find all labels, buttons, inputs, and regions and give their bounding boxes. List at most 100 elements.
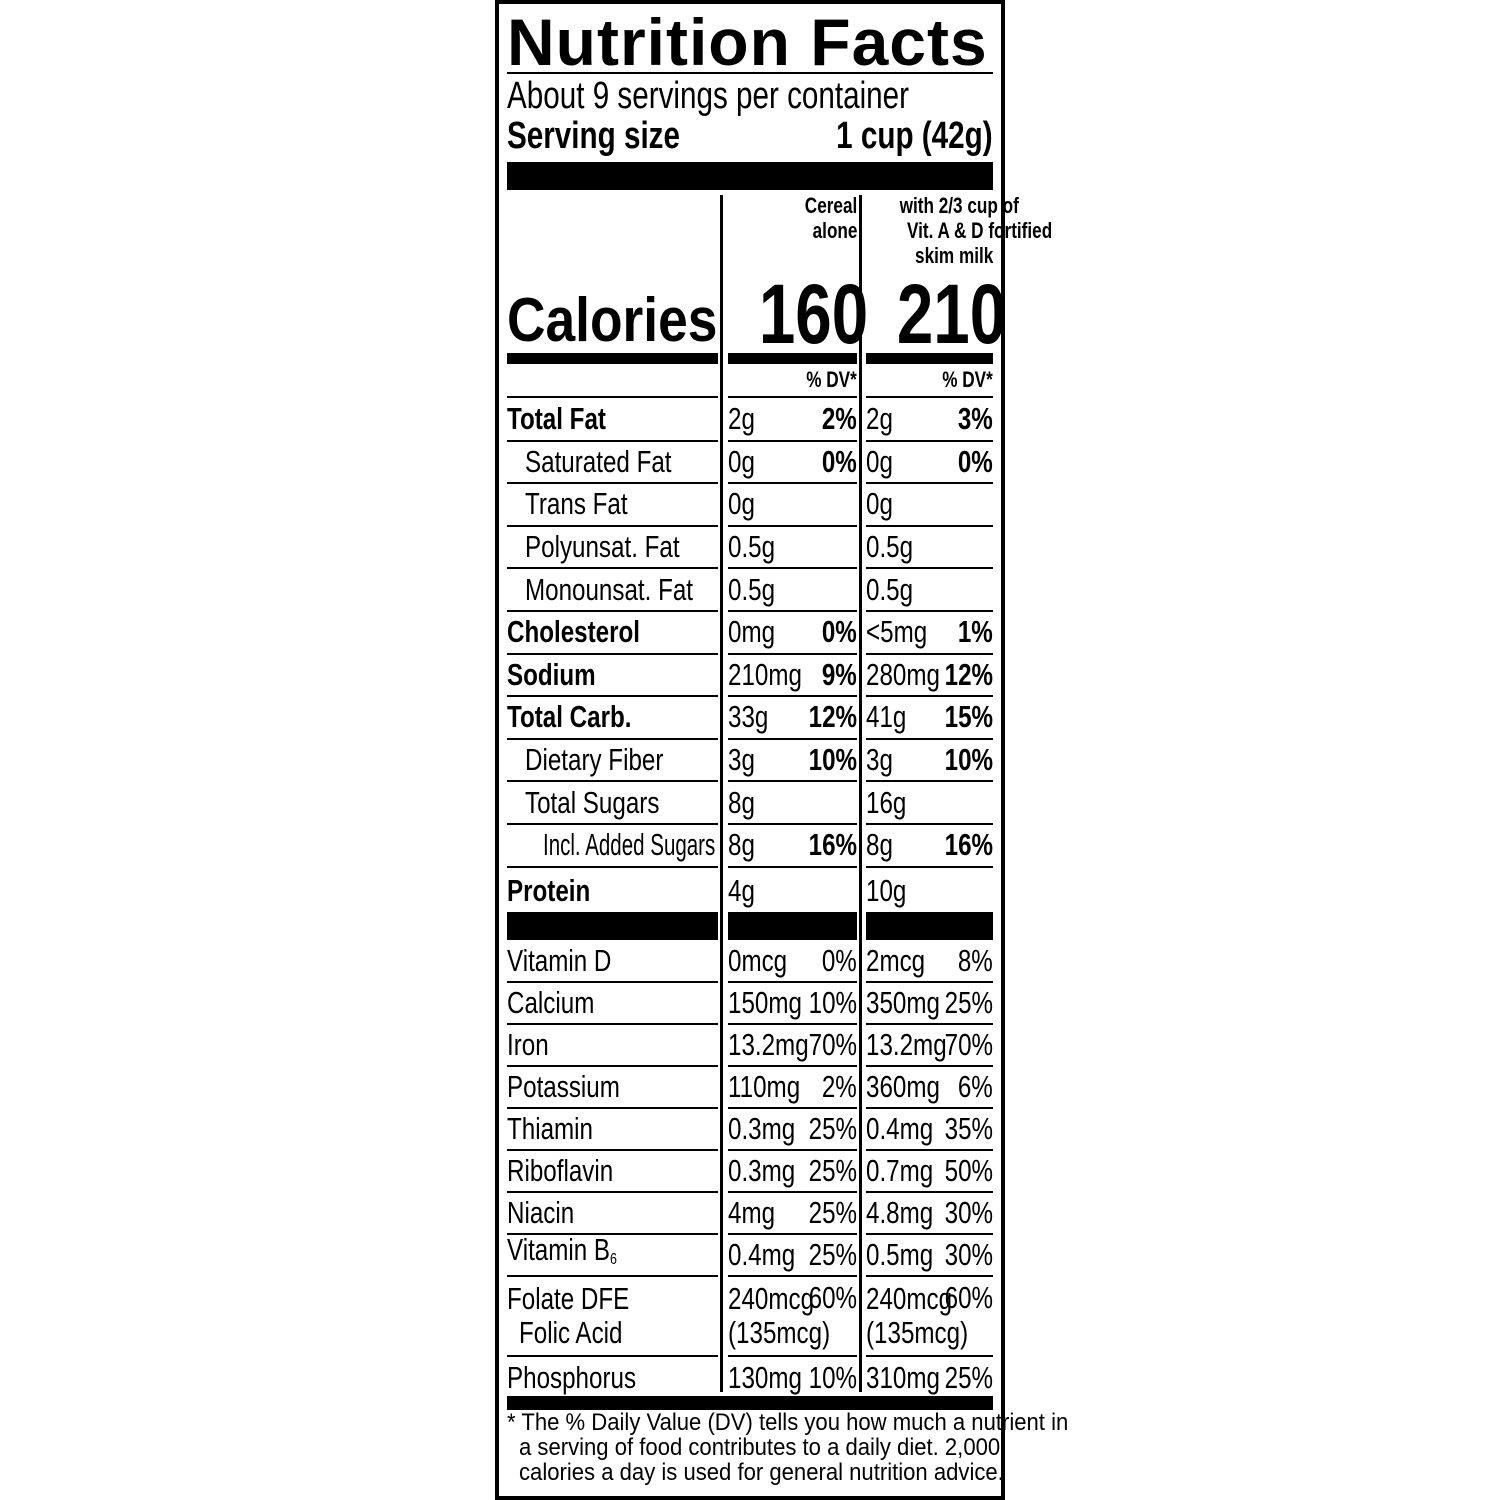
footnote-line: * The % Daily Value (DV) tells you how m… bbox=[507, 1409, 1069, 1436]
daily-value-percent: 16% bbox=[808, 827, 857, 863]
daily-value-percent: 10% bbox=[808, 742, 857, 778]
nutrient-label: Sodium bbox=[507, 656, 596, 692]
row-label: Sodium bbox=[507, 655, 718, 698]
row-column-2: 13.2mg 70% bbox=[866, 1025, 993, 1067]
row-column-1: 110mg 2% bbox=[728, 1067, 857, 1109]
amount-value: 240mcg bbox=[866, 1281, 953, 1316]
amount-value: 0.3mg bbox=[728, 1111, 796, 1146]
row-column-1: 0.4mg 25% bbox=[728, 1235, 857, 1277]
row-column-1: 210mg 9% bbox=[728, 655, 857, 698]
row-column-1: 8g 16% bbox=[728, 825, 857, 868]
row-column-2: 3g 10% bbox=[866, 740, 993, 783]
row-column-2: 16g bbox=[866, 782, 993, 825]
amount-value: 0mcg bbox=[728, 943, 788, 978]
amount-value: 10g bbox=[866, 872, 907, 908]
column-header-line: Cereal bbox=[804, 193, 857, 218]
medium-divider bbox=[507, 353, 718, 364]
daily-value-percent: 8% bbox=[958, 943, 993, 978]
daily-value-percent: 6% bbox=[958, 1069, 993, 1104]
nutrient-label: Vitamin B6 bbox=[507, 1233, 617, 1277]
row-label: Vitamin B6 bbox=[507, 1233, 718, 1277]
dv-header: % DV* bbox=[728, 367, 857, 393]
row-label: Niacin bbox=[507, 1193, 718, 1235]
row-column-2: 0g bbox=[866, 484, 993, 527]
row-column-2: 0g 0% bbox=[866, 442, 993, 485]
daily-value-percent: 25% bbox=[944, 985, 993, 1020]
row-label: Cholesterol bbox=[507, 612, 718, 655]
amount-value: 41g bbox=[866, 699, 907, 735]
calories-cereal-alone: 160 bbox=[728, 272, 868, 356]
nutrient-label: Folate DFE bbox=[507, 1281, 630, 1316]
row-column-1: 4g bbox=[728, 868, 857, 914]
medium-divider bbox=[866, 353, 993, 364]
servings-per-container: About 9 servings per container bbox=[507, 74, 1022, 118]
column-header-line: skim milk bbox=[914, 243, 993, 268]
row-column-2: 0.5mg 30% bbox=[866, 1235, 993, 1277]
daily-value-percent: 0% bbox=[822, 943, 857, 978]
row-label: Dietary Fiber bbox=[507, 740, 718, 783]
amount-value: 0.5g bbox=[866, 571, 914, 607]
nutrient-label: Dietary Fiber bbox=[525, 742, 664, 778]
row-column-2: 2mcg 8% bbox=[866, 941, 993, 983]
daily-value-percent: 30% bbox=[944, 1195, 993, 1230]
footnote: * The % Daily Value (DV) tells you how m… bbox=[507, 1410, 1068, 1485]
dv-header-text: % DV* bbox=[942, 367, 993, 392]
amount-value: 210mg bbox=[728, 656, 802, 692]
amount-subvalue: (135mcg) bbox=[728, 1315, 831, 1350]
divider bbox=[507, 72, 993, 74]
nutrient-label: Thiamin bbox=[507, 1111, 594, 1146]
serving-size-row: Serving size 1 cup (42g) bbox=[507, 114, 993, 158]
row-column-1: 0g 0% bbox=[728, 442, 857, 485]
row-label: Total Carb. bbox=[507, 697, 718, 740]
amount-value: 110mg bbox=[728, 1069, 801, 1104]
daily-value-percent: 2% bbox=[822, 401, 857, 437]
row-column-1: 0.5g bbox=[728, 569, 857, 612]
dv-header-text: % DV* bbox=[806, 367, 857, 392]
daily-value-percent: 50% bbox=[944, 1153, 993, 1188]
nutrient-label: Protein bbox=[507, 872, 591, 908]
amount-value: 13.2mg bbox=[728, 1027, 809, 1062]
amount-value: 280mg bbox=[866, 656, 940, 692]
row-column-2: 4.8mg 30% bbox=[866, 1193, 993, 1235]
amount-value: 8g bbox=[728, 784, 755, 820]
panel-title: Nutrition Facts bbox=[507, 6, 993, 78]
serving-size-value: 1 cup (42g) bbox=[836, 115, 993, 157]
daily-value-percent: 35% bbox=[944, 1111, 993, 1146]
amount-value: 0.7mg bbox=[866, 1153, 934, 1188]
thick-divider bbox=[728, 912, 857, 940]
row-column-2: <5mg 1% bbox=[866, 612, 993, 655]
calories-value: 210 bbox=[896, 267, 1007, 361]
nutrient-label: Potassium bbox=[507, 1069, 620, 1104]
amount-value: 33g bbox=[728, 699, 769, 735]
daily-value-percent: 12% bbox=[944, 656, 993, 692]
daily-value-percent: 2% bbox=[822, 1069, 857, 1104]
row-label: Vitamin D bbox=[507, 941, 718, 983]
divider bbox=[728, 396, 857, 398]
column-header-line: Vit. A & D fortified bbox=[906, 218, 1053, 243]
daily-value-percent: 16% bbox=[944, 827, 993, 863]
nutrient-label: Calcium bbox=[507, 985, 595, 1020]
row-column-2: 310mg 25% bbox=[866, 1357, 993, 1398]
amount-value: 0.3mg bbox=[728, 1153, 796, 1188]
nutrient-sublabel: Folic Acid bbox=[519, 1315, 623, 1350]
amount-value: 0.5g bbox=[728, 529, 776, 565]
amount-value: 130mg bbox=[728, 1359, 802, 1395]
footnote-line: calories a day is used for general nutri… bbox=[519, 1459, 1004, 1486]
row-column-2: 360mg 6% bbox=[866, 1067, 993, 1109]
row-column-2: 8g 16% bbox=[866, 825, 993, 868]
daily-value-percent: 25% bbox=[808, 1195, 857, 1230]
daily-value-percent: 12% bbox=[808, 699, 857, 735]
column-header-line: alone bbox=[812, 218, 857, 243]
row-label: Riboflavin bbox=[507, 1151, 718, 1193]
nutrient-label: Saturated Fat bbox=[525, 443, 672, 479]
footnote-line: a serving of food contributes to a daily… bbox=[519, 1434, 1001, 1461]
nutrient-label: Total Sugars bbox=[525, 784, 660, 820]
amount-value: 0g bbox=[728, 443, 755, 479]
nutrient-label: Trans Fat bbox=[525, 486, 628, 522]
row-label: Total Sugars bbox=[507, 782, 718, 825]
amount-value: 16g bbox=[866, 784, 907, 820]
column-divider bbox=[859, 195, 862, 1392]
row-column-2: 41g 15% bbox=[866, 697, 993, 740]
amount-value: 4g bbox=[728, 872, 755, 908]
amount-value: 0g bbox=[728, 486, 755, 522]
